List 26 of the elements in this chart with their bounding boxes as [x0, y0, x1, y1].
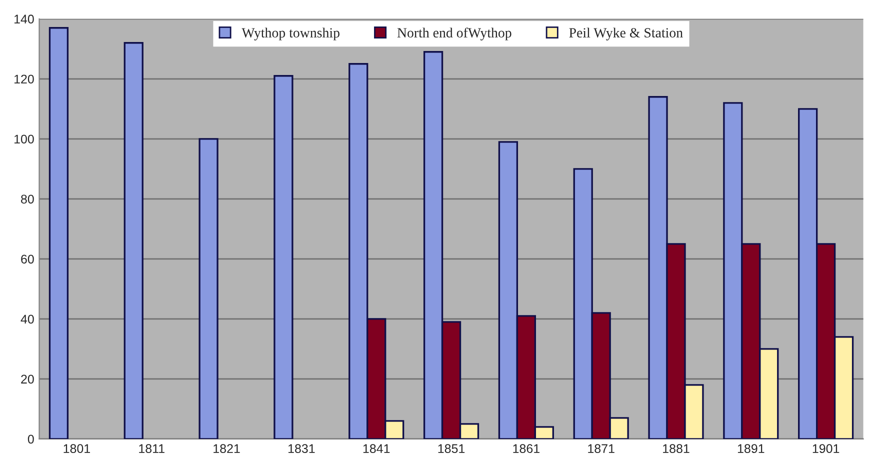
- y-tick-label: 20: [21, 374, 34, 384]
- bar: [274, 75, 294, 439]
- x-tick-label: 1901: [812, 444, 840, 454]
- x-tick-label: 1861: [513, 444, 540, 454]
- y-tick-label: 60: [21, 254, 34, 264]
- legend-label: Wythop township: [242, 28, 340, 40]
- y-tick-label: 0: [28, 434, 34, 444]
- x-tick-label: 1841: [363, 444, 390, 454]
- y-tick-label: 80: [21, 194, 34, 204]
- y-tick-label: 120: [14, 74, 34, 84]
- x-tick-label: 1821: [214, 444, 240, 454]
- y-tick-label: 100: [14, 134, 34, 144]
- x-tick-label: 1811: [139, 444, 164, 454]
- bar: [198, 138, 218, 439]
- x-tick-label: 1891: [738, 444, 764, 454]
- bar: [124, 42, 144, 439]
- x-tick-label: 1831: [288, 444, 315, 454]
- legend-label: Peil Wyke & Station: [569, 28, 683, 40]
- bar: [48, 27, 69, 439]
- x-tick-label: 1851: [438, 444, 465, 454]
- y-tick-label: 40: [20, 314, 34, 324]
- legend-label: North end ofWythop: [397, 28, 512, 40]
- x-tick-label: 1881: [663, 444, 690, 454]
- y-tick-label: 140: [14, 14, 34, 24]
- x-tick-label: 1871: [588, 444, 614, 454]
- x-tick-label: 1801: [64, 444, 90, 454]
